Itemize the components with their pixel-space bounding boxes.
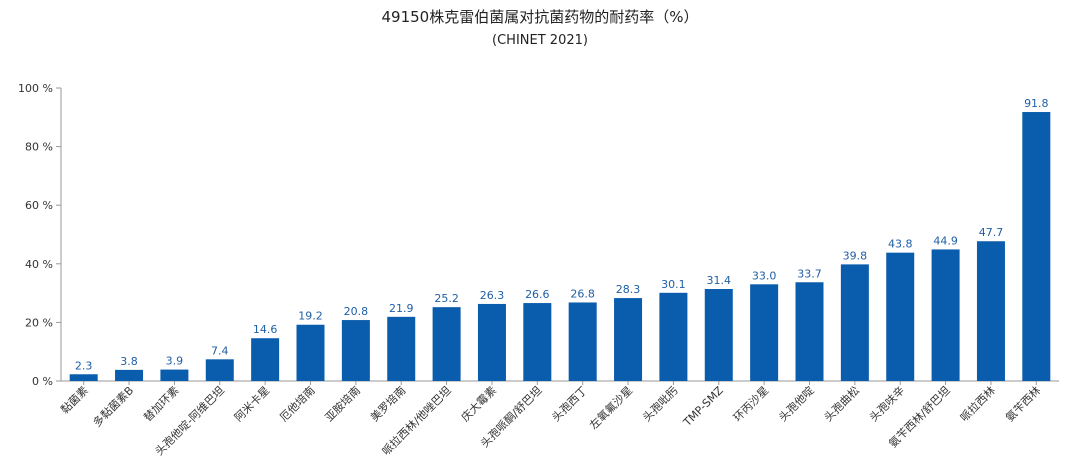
bar-value-label: 19.2 [298, 310, 323, 323]
bars [69, 112, 1051, 381]
bar [840, 264, 869, 381]
bar [704, 288, 733, 381]
category-label: 头孢吡肟 [640, 384, 680, 424]
category-label: 环丙沙星 [731, 384, 771, 424]
bar-value-label: 26.6 [525, 288, 550, 301]
bar [568, 302, 597, 381]
category-label: 氨苄西林 [1002, 383, 1043, 424]
category-label: 头孢呋辛 [866, 383, 907, 424]
bar [69, 374, 98, 381]
category-label: 美罗培南 [367, 383, 408, 424]
category-label: 左氧氟沙星 [586, 383, 635, 432]
bar-value-label: 30.1 [661, 278, 686, 291]
bar-value-label: 39.8 [843, 249, 868, 262]
bar-value-label: 44.9 [933, 234, 958, 247]
bar [115, 369, 144, 381]
bar-value-label: 28.3 [616, 283, 641, 296]
bar [976, 241, 1005, 381]
category-label: 黏菌素 [58, 383, 91, 416]
y-tick-label: 40 % [25, 258, 53, 271]
category-label: 多黏菌素B [90, 383, 136, 429]
chart-subtitle: (CHINET 2021) [492, 33, 588, 48]
chart-title: 49150株克雷伯菌属对抗菌药物的耐药率（%） [381, 8, 699, 26]
y-tick-label: 20 % [25, 316, 53, 329]
bar [750, 284, 779, 381]
bar-value-label: 21.9 [389, 302, 414, 315]
bar-value-label: 14.6 [253, 323, 278, 336]
bar-value-label: 3.8 [120, 355, 138, 368]
bar [931, 249, 960, 381]
y-tick-label: 80 % [25, 141, 53, 154]
value-labels: 2.3 3.8 3.9 7.4 14.6 19.2 20.8 21.9 25.2 26.3 26.6… [75, 97, 1049, 372]
category-label: 厄他培南 [277, 383, 318, 424]
category-label: TMP-SMZ [680, 384, 726, 430]
bar-value-label: 26.3 [480, 289, 505, 302]
y-tick-label: 100 % [18, 82, 53, 95]
bar-value-label: 3.9 [166, 355, 184, 368]
bar-value-label: 47.7 [979, 226, 1004, 239]
bar [523, 303, 552, 381]
bar [432, 307, 461, 381]
category-label: 头孢曲松 [821, 383, 862, 424]
bar-value-label: 2.3 [75, 359, 93, 372]
bar [477, 303, 506, 381]
bar-value-label: 26.8 [570, 287, 595, 300]
bar-value-label: 7.4 [211, 344, 229, 357]
category-label: 头孢西丁 [549, 384, 589, 424]
bar-value-label: 20.8 [344, 305, 369, 318]
bar-value-label: 33.7 [797, 267, 822, 280]
category-label: 阿米卡星 [232, 384, 272, 424]
bar-value-label: 25.2 [434, 292, 459, 305]
bar [1022, 112, 1051, 381]
bar [387, 316, 416, 381]
bar [659, 292, 688, 381]
category-label: 亚胺培南 [322, 383, 363, 424]
bar-value-label: 31.4 [707, 274, 732, 287]
bar-value-label: 33.0 [752, 269, 777, 282]
bar [614, 298, 643, 381]
category-label: 头孢他啶 [776, 383, 817, 424]
y-tick-label: 0 % [32, 375, 53, 388]
category-label: 哌拉西林 [957, 383, 998, 424]
bar [205, 359, 234, 381]
bar [886, 252, 915, 381]
bar-value-label: 91.8 [1024, 97, 1049, 110]
y-tick-label: 60 % [25, 199, 53, 212]
bar [296, 324, 325, 381]
bar [795, 282, 824, 381]
category-label: 替加环素 [141, 383, 182, 424]
bar [251, 338, 280, 381]
category-label: 庆大霉素 [458, 383, 499, 424]
bar [341, 320, 370, 381]
bar [160, 369, 189, 381]
bar-value-label: 43.8 [888, 238, 913, 251]
